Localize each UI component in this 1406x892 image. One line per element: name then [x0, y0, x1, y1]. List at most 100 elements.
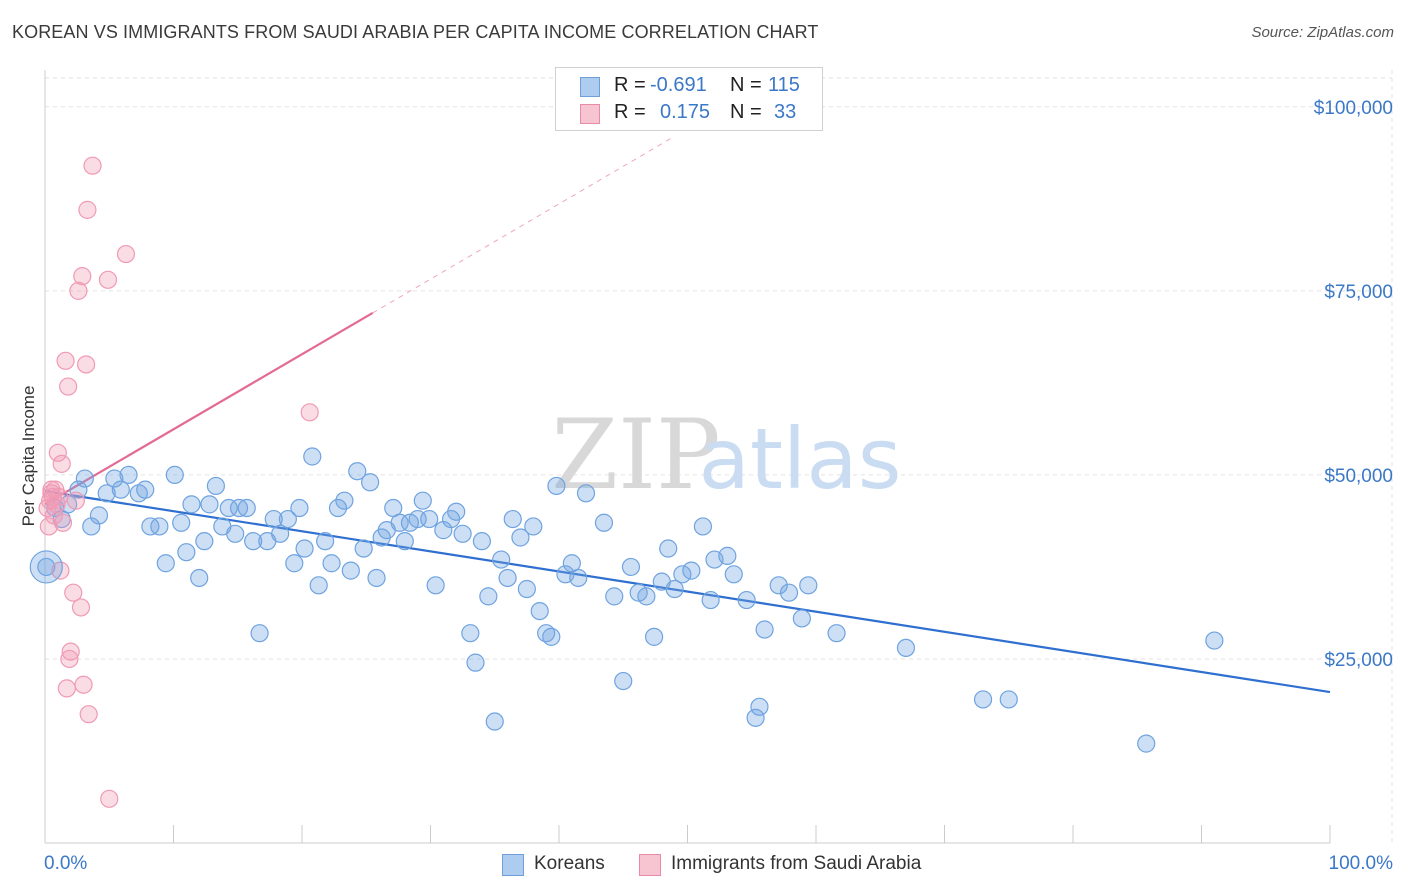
korean-trend-line — [44, 490, 1331, 694]
korean-point — [517, 579, 536, 599]
korean-point — [136, 480, 155, 499]
korean-point — [792, 609, 811, 628]
saudi-point — [39, 517, 58, 536]
korean-point — [237, 498, 256, 518]
korean-point — [285, 554, 304, 573]
korean-point — [278, 509, 297, 529]
korean-point — [200, 495, 219, 514]
saudi-point — [51, 561, 70, 580]
korean-point — [111, 480, 130, 499]
source-label: Source: ZipAtlas.com — [1251, 24, 1394, 41]
korean-point — [746, 708, 765, 727]
korean-point — [250, 624, 269, 643]
korean-point — [466, 653, 485, 672]
bottom-legend-swatch-saudi — [639, 854, 661, 876]
axis-labels: $25,000 $50,000 $75,000 $100,000 0.0% 100.0% P… — [19, 98, 1393, 874]
saudi-point — [47, 495, 66, 514]
saudi-point — [38, 498, 57, 518]
y-tick-label: $25,000 — [1324, 650, 1393, 671]
korean-point — [673, 565, 692, 584]
korean-point — [1205, 631, 1224, 650]
korean-point — [827, 624, 846, 643]
korean-point — [190, 568, 209, 588]
saudi-point — [59, 377, 78, 396]
r-label: R = — [614, 74, 646, 96]
watermark-atlas: atlas — [699, 410, 902, 508]
saudi-trend-extension — [372, 135, 675, 314]
korean-point — [367, 568, 386, 588]
korean-point — [779, 583, 799, 602]
korean-point — [755, 620, 774, 639]
korean-point — [426, 576, 445, 595]
korean-point — [150, 517, 169, 536]
korean-point — [530, 601, 549, 621]
saudi-point — [64, 583, 83, 602]
korean-point — [165, 465, 184, 485]
bottom-legend-swatch-koreans — [502, 854, 524, 876]
saudi-point — [69, 281, 88, 300]
r-value: -0.691 — [650, 74, 707, 96]
korean-point — [177, 543, 196, 562]
korean-point — [724, 565, 743, 584]
korean-point — [576, 484, 596, 503]
chart-title: KOREAN VS IMMIGRANTS FROM SAUDI ARABIA P… — [12, 22, 819, 42]
korean-point — [769, 576, 788, 595]
saudi-trend-line — [44, 311, 374, 506]
korean-point — [37, 557, 56, 577]
korean-point — [498, 568, 517, 588]
axes — [44, 70, 1331, 844]
saudi-point — [300, 403, 319, 422]
korean-point — [182, 495, 201, 514]
bottom-legend-label-koreans: Koreans — [534, 853, 605, 874]
saudi-point — [60, 649, 79, 669]
korean-point-large — [29, 550, 63, 584]
saudi-point — [52, 454, 71, 473]
n-label: N = — [730, 101, 762, 123]
korean-point — [503, 509, 522, 529]
korean-point — [119, 465, 138, 485]
saudi-point — [74, 675, 93, 694]
korean-point — [303, 447, 322, 466]
trend-lines — [44, 135, 1331, 694]
korean-point — [659, 539, 678, 558]
korean-point — [244, 532, 263, 551]
bottom-legend-label-saudi: Immigrants from Saudi Arabia — [671, 853, 922, 874]
korean-point — [569, 568, 588, 588]
r-label: R = — [614, 101, 646, 123]
korean-point — [737, 590, 756, 610]
korean-point — [492, 550, 511, 569]
korean-point — [799, 576, 818, 595]
korean-point — [637, 587, 656, 606]
korean-point — [309, 576, 328, 595]
korean-point — [328, 498, 348, 518]
n-label: N = — [730, 74, 762, 96]
legend-swatch-saudi — [580, 104, 600, 124]
saudi-point — [79, 705, 98, 724]
korean-point — [226, 524, 245, 543]
n-value: 33 — [774, 101, 797, 123]
saudi-point — [66, 491, 85, 510]
korean-point — [1137, 734, 1156, 753]
korean-point — [354, 539, 373, 558]
saudi-point — [53, 513, 73, 532]
saudi-point — [73, 267, 92, 286]
korean-point — [701, 590, 720, 610]
saudi-point — [116, 244, 136, 264]
x-tick-label-end: 100.0% — [1329, 853, 1394, 874]
korean-point — [682, 561, 701, 580]
saudi-point — [98, 270, 118, 289]
x-tick-label-start: 0.0% — [44, 853, 87, 874]
legend-swatch-koreans — [580, 77, 600, 97]
korean-point — [453, 524, 472, 543]
saudi-point — [77, 355, 96, 374]
watermark: ZIP atlas — [551, 399, 901, 511]
korean-point — [413, 491, 432, 510]
korean-point — [524, 517, 543, 536]
korean-point — [718, 546, 737, 565]
korean-point — [644, 627, 664, 646]
korean-point — [479, 587, 498, 606]
korean-point — [594, 513, 614, 532]
y-tick-label: $100,000 — [1314, 98, 1393, 119]
r-value: 0.175 — [660, 101, 711, 123]
korean-point — [105, 469, 124, 488]
